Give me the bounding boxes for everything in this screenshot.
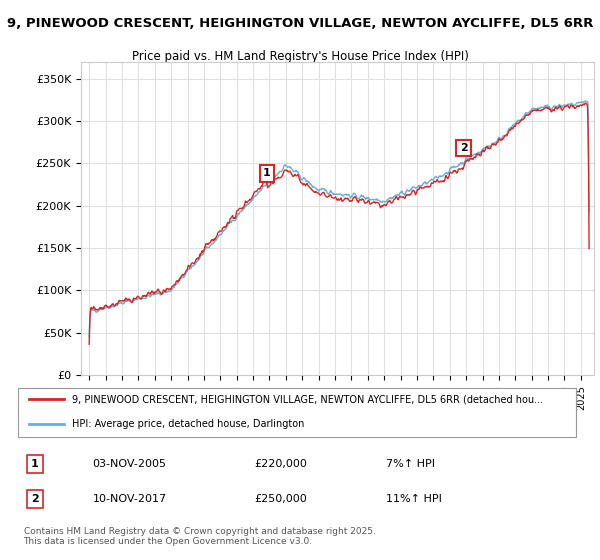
Text: 1: 1 — [31, 459, 39, 469]
Text: £250,000: £250,000 — [254, 494, 307, 504]
Text: £220,000: £220,000 — [254, 459, 307, 469]
Text: 2: 2 — [31, 494, 39, 504]
Text: HPI: Average price, detached house, Darlington: HPI: Average price, detached house, Darl… — [73, 419, 305, 429]
Text: 9, PINEWOOD CRESCENT, HEIGHINGTON VILLAGE, NEWTON AYCLIFFE, DL5 6RR (detached ho: 9, PINEWOOD CRESCENT, HEIGHINGTON VILLAG… — [73, 394, 544, 404]
Text: 9, PINEWOOD CRESCENT, HEIGHINGTON VILLAGE, NEWTON AYCLIFFE, DL5 6RR: 9, PINEWOOD CRESCENT, HEIGHINGTON VILLAG… — [7, 17, 593, 30]
Text: 03-NOV-2005: 03-NOV-2005 — [92, 459, 167, 469]
Text: 11%↑ HPI: 11%↑ HPI — [386, 494, 442, 504]
Text: 10-NOV-2017: 10-NOV-2017 — [92, 494, 167, 504]
Text: Price paid vs. HM Land Registry's House Price Index (HPI): Price paid vs. HM Land Registry's House … — [131, 50, 469, 63]
Text: 2: 2 — [460, 143, 467, 153]
Text: 7%↑ HPI: 7%↑ HPI — [386, 459, 436, 469]
Text: Contains HM Land Registry data © Crown copyright and database right 2025.
This d: Contains HM Land Registry data © Crown c… — [23, 526, 376, 546]
FancyBboxPatch shape — [18, 388, 577, 437]
Text: 1: 1 — [263, 169, 271, 179]
